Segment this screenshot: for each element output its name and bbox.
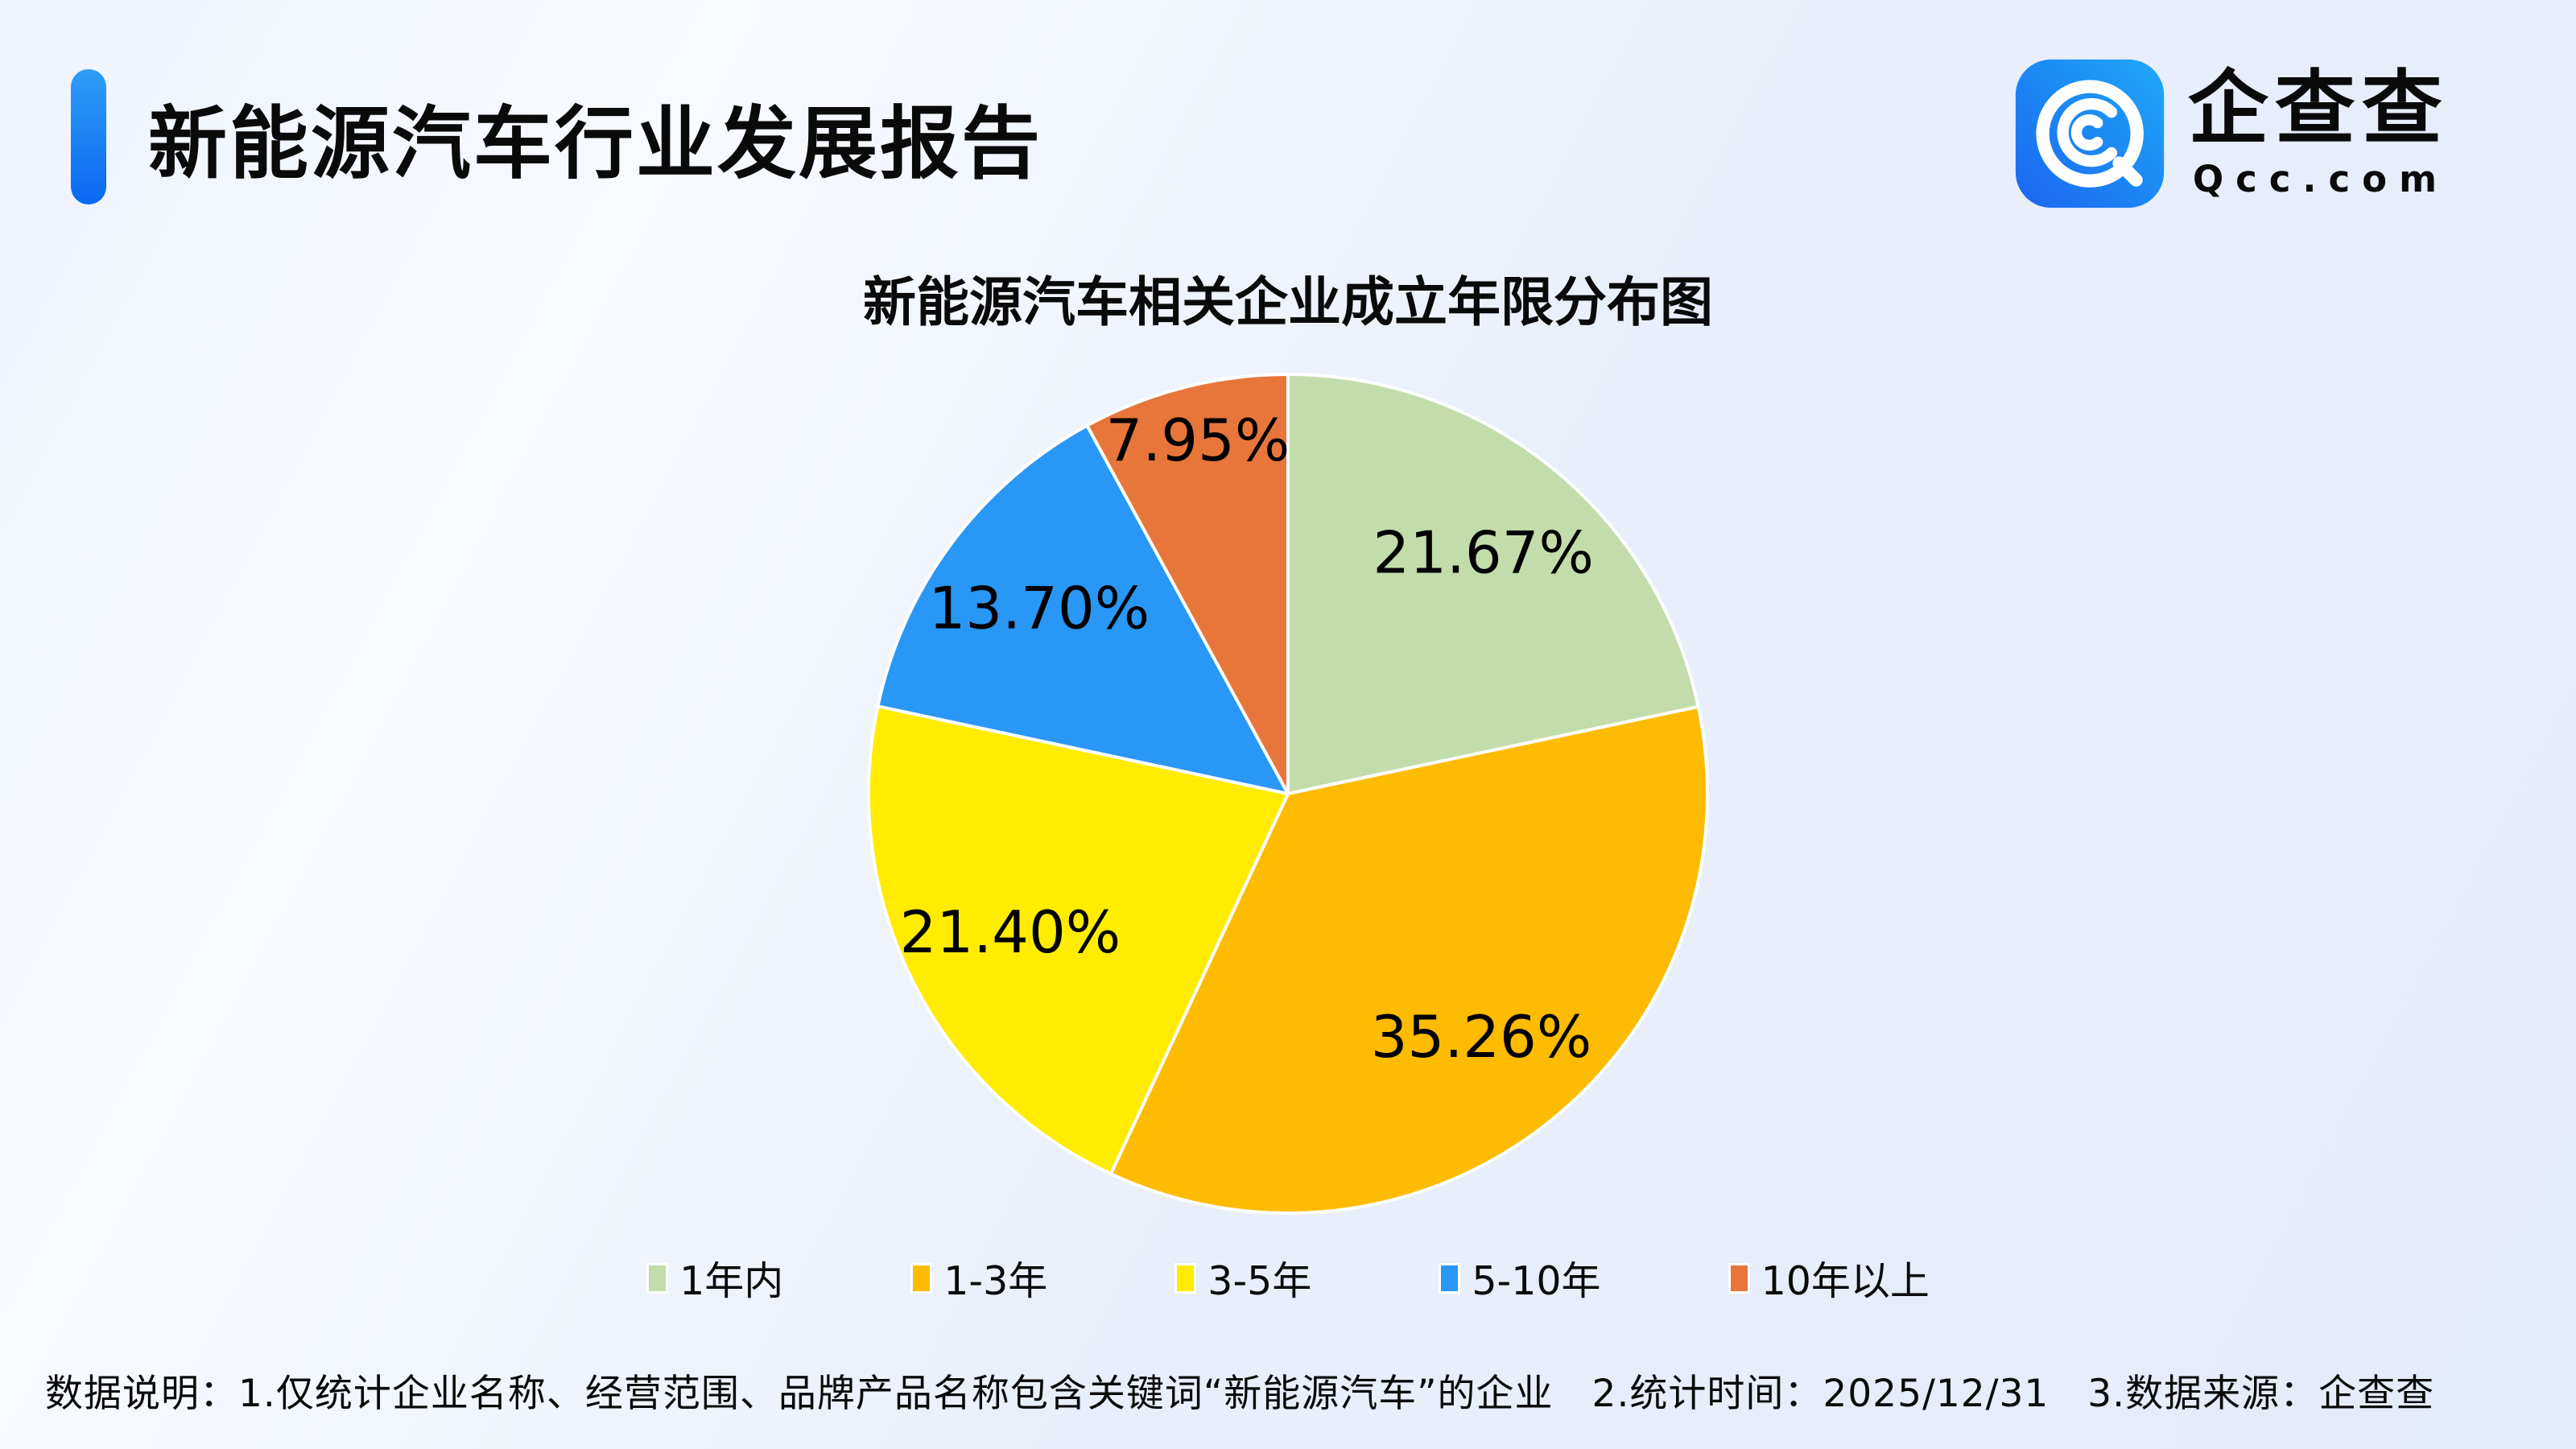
pie-slice-4: [1085, 373, 1290, 795]
page-title: 新能源汽车行业发展报告: [148, 98, 1043, 190]
qcc-logo: 企查查 Qcc.com: [2013, 56, 2449, 211]
pie-slice-1: [1108, 704, 1709, 1216]
pie-slice-value-0: 21.67%: [1373, 518, 1594, 586]
pie-slice-value-2: 21.40%: [900, 898, 1121, 966]
legend-item-4: 10年以上: [1728, 1249, 1930, 1307]
legend-swatch-1: [910, 1262, 933, 1294]
legend-swatch-0: [646, 1262, 669, 1294]
legend-item-1: 1-3年: [910, 1249, 1047, 1307]
qcc-logo-text: 企查查 Qcc.com: [2187, 56, 2449, 201]
legend-item-3: 5-10年: [1439, 1249, 1601, 1307]
legend-swatch-4: [1728, 1262, 1750, 1294]
pie-chart-svg: 21.67% 35.26% 21.40% 13.70% 7.95%: [867, 373, 1709, 1216]
pie-slice-value-4: 7.95%: [1106, 407, 1290, 474]
data-note: 数据说明：1.仅统计企业名称、经营范围、品牌产品名称包含关键词“新能源汽车”的企…: [45, 1372, 2435, 1416]
legend-label-1: 1-3年: [943, 1258, 1048, 1304]
chart-legend: 1年内 1-3年 3-5年 5-10年 10年以上: [0, 1249, 2576, 1307]
pie-slice-value-3: 13.70%: [929, 575, 1150, 642]
legend-item-0: 1年内: [646, 1249, 783, 1307]
legend-label-0: 1年内: [679, 1258, 784, 1304]
pie-slice-3: [876, 423, 1290, 795]
legend-swatch-2: [1174, 1262, 1197, 1294]
legend-label-2: 3-5年: [1208, 1258, 1312, 1304]
pie-slice-2: [867, 704, 1290, 1176]
legend-item-2: 3-5年: [1174, 1249, 1311, 1307]
legend-label-4: 10年以上: [1761, 1258, 1930, 1304]
pie-slice-0: [1286, 373, 1700, 795]
chart-title: 新能源汽车相关企业成立年限分布图: [863, 271, 1713, 333]
title-accent-bar: [71, 69, 106, 204]
legend-swatch-3: [1439, 1262, 1461, 1294]
pie-chart: 21.67% 35.26% 21.40% 13.70% 7.95%: [847, 353, 1729, 1235]
report-header: 新能源汽车行业发展报告: [71, 64, 1042, 209]
qcc-logo-name: 企查查: [2187, 61, 2449, 155]
qcc-logo-domain: Qcc.com: [2192, 158, 2449, 200]
qcc-magnifier-icon: [2015, 59, 2164, 208]
legend-label-3: 5-10年: [1472, 1258, 1601, 1304]
pie-slice-value-1: 35.26%: [1371, 1003, 1592, 1071]
